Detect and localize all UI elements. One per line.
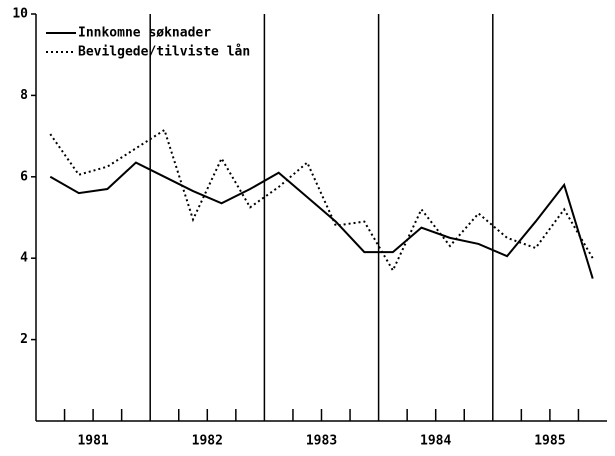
y-tick-label: 8 [20, 88, 28, 103]
x-tick-label: 1985 [534, 434, 565, 449]
x-tick-label: 1983 [306, 434, 337, 449]
series-line [49, 128, 594, 273]
x-tick-label: 1984 [420, 434, 451, 449]
y-tick-label: 6 [20, 169, 28, 184]
y-tick-label: 10 [12, 7, 28, 22]
legend-label: Innkomne søknader [78, 26, 211, 41]
y-tick-label: 2 [20, 332, 28, 347]
y-tick-label: 4 [20, 251, 28, 266]
x-tick-label: 1982 [192, 434, 223, 449]
legend-label: Bevilgede/tilviste lån [78, 45, 250, 60]
series-line [49, 161, 594, 279]
x-tick-label: 1981 [77, 434, 108, 449]
